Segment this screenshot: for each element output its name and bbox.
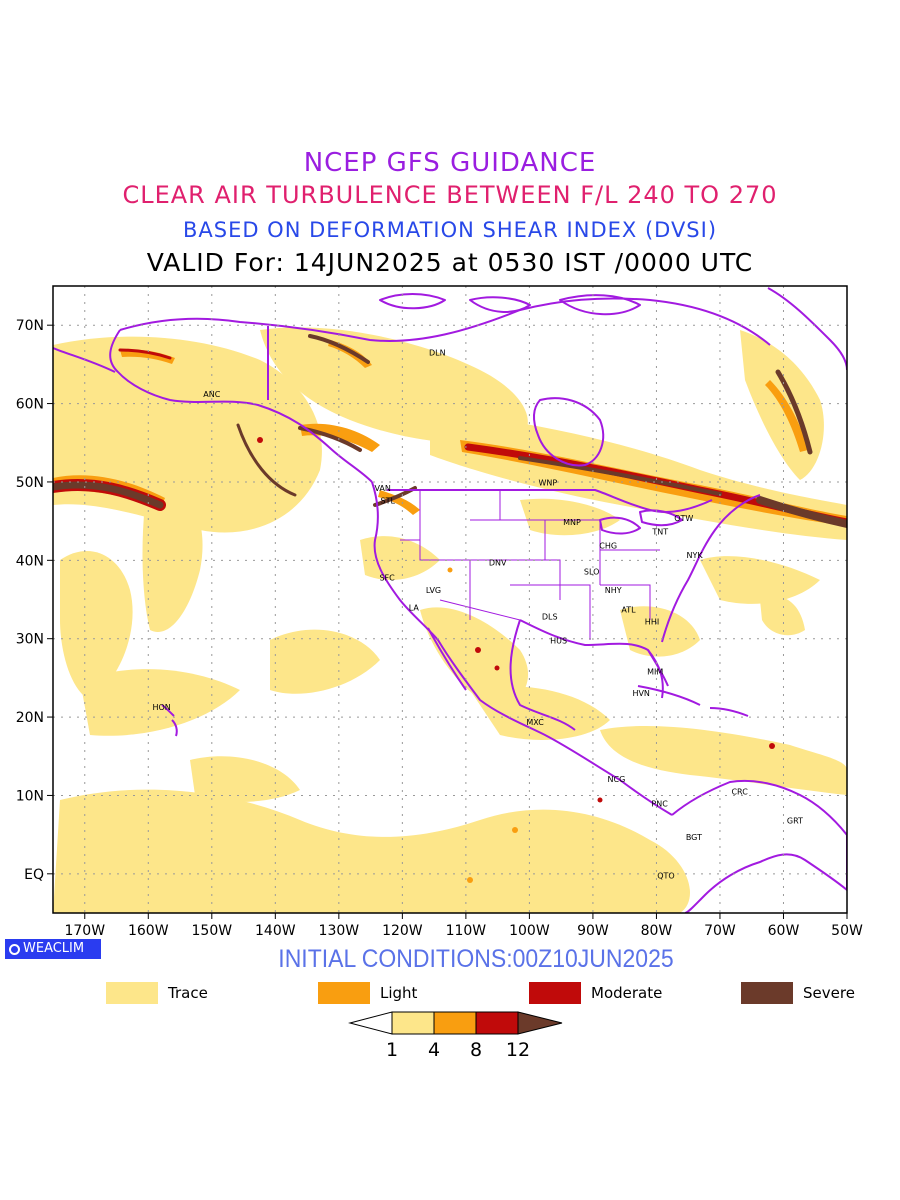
station-label: OTW (674, 514, 693, 523)
lat-tick-label: 50N (16, 475, 44, 491)
station-label: DNV (489, 559, 507, 568)
station-label: LA (409, 603, 420, 612)
legend-trace-label: Trace (168, 984, 208, 1002)
weaclim-badge[interactable]: WEACLIM (5, 939, 101, 959)
moderate-severe-jet-streaks (53, 334, 847, 528)
lat-tick-label: 30N (16, 632, 44, 648)
station-label: HON (152, 703, 170, 712)
station-label: NHY (605, 586, 622, 595)
station-label: PNC (651, 799, 668, 808)
station-label: GRT (787, 817, 803, 826)
lon-tick-label: 160W (128, 923, 169, 939)
map-axes: 70N 60N 50N 40N 30N 20N 10N EQ 170W 160W 150W 140W 1… (16, 318, 863, 939)
lon-tick-label: 60W (768, 923, 800, 939)
colorbar-tick-1: 1 (386, 1039, 398, 1061)
lon-tick-label: 80W (641, 923, 673, 939)
station-label: NYK (686, 551, 703, 560)
station-label: STL (381, 497, 396, 506)
station-label: DLS (542, 613, 558, 622)
colorbar-tick-12: 12 (506, 1039, 530, 1061)
station-label: NCG (608, 775, 626, 784)
station-label: QTO (657, 871, 674, 880)
station-label: VAN (374, 484, 390, 493)
colorbar-tick-8: 8 (470, 1039, 482, 1061)
legend-severe-swatch (741, 982, 793, 1004)
station-label: CRC (731, 788, 748, 797)
lon-tick-label: 140W (255, 923, 296, 939)
station-label: HVN (632, 689, 649, 698)
lon-tick-label: 50W (831, 923, 863, 939)
lon-tick-label: 110W (446, 923, 487, 939)
lon-tick-label: 150W (192, 923, 233, 939)
station-label: LVG (426, 586, 441, 595)
lon-tick-label: 170W (64, 923, 105, 939)
lon-tick-label: 90W (577, 923, 609, 939)
station-label: DLN (429, 349, 446, 358)
colorbar: 1 4 8 12 (348, 1011, 563, 1061)
colorbar-segment-trace (391, 1011, 435, 1035)
coastlines-and-borders (53, 287, 847, 913)
station-label: CHG (599, 541, 617, 550)
trace-turbulence-areas (53, 327, 847, 913)
lon-tick-label: 100W (509, 923, 550, 939)
legend-moderate-label: Moderate (591, 984, 663, 1002)
lon-tick-label: 130W (319, 923, 360, 939)
colorbar-tick-4: 4 (428, 1039, 440, 1061)
weaclim-ring-icon (9, 944, 20, 955)
legend-severe-label: Severe (803, 984, 855, 1002)
station-labels: DLN ANC VAN STL WNP OTW TNT MNP CHG NYK DNV SFC SLO L… (152, 349, 803, 881)
station-label: TNT (651, 527, 668, 536)
title-product: CLEAR AIR TURBULENCE BETWEEN F/L 240 TO … (122, 181, 778, 209)
station-label: WNP (538, 479, 557, 488)
weaclim-label: WEACLIM (23, 941, 85, 956)
colorbar-under-triangle (348, 1011, 393, 1035)
legend-moderate-swatch (529, 982, 581, 1004)
colorbar-segment-moderate (475, 1011, 519, 1035)
lat-tick-label: 70N (16, 318, 44, 334)
lat-tick-label: EQ (24, 867, 44, 883)
legend-trace-swatch (106, 982, 158, 1004)
turbulence-map: DLN ANC VAN STL WNP OTW TNT MNP CHG NYK DNV SFC SLO L… (16, 285, 863, 939)
legend-light-swatch (318, 982, 370, 1004)
station-label: BGT (686, 833, 702, 842)
station-label: ATL (621, 606, 636, 615)
lon-tick-label: 120W (382, 923, 423, 939)
station-label: MIM (647, 668, 663, 677)
title-method: BASED ON DEFORMATION SHEAR INDEX (DVSI) (182, 218, 718, 242)
station-label: SLO (584, 567, 600, 576)
station-label: HHI (645, 617, 659, 626)
title-valid-time: VALID For: 14JUN2025 at 0530 IST /0000 U… (146, 248, 754, 277)
initial-conditions: INITIAL CONDITIONS:00Z10JUN2025 (278, 945, 674, 973)
station-label: MXC (526, 718, 544, 727)
lon-tick-label: 70W (704, 923, 736, 939)
lat-tick-label: 40N (16, 553, 44, 569)
title-model: NCEP GFS GUIDANCE (303, 148, 597, 178)
map-frame (52, 285, 848, 914)
colorbar-segment-light (433, 1011, 477, 1035)
station-label: ANC (203, 390, 220, 399)
colorbar-over-triangle (517, 1011, 563, 1035)
station-label: MNP (563, 518, 581, 527)
convective-spots (257, 437, 775, 883)
lat-tick-label: 10N (16, 788, 44, 804)
station-label: HUS (550, 636, 567, 645)
lat-tick-label: 20N (16, 710, 44, 726)
map-gridlines (53, 286, 847, 913)
legend-light-label: Light (380, 984, 418, 1002)
lat-tick-label: 60N (16, 397, 44, 413)
station-label: SFC (379, 574, 395, 583)
